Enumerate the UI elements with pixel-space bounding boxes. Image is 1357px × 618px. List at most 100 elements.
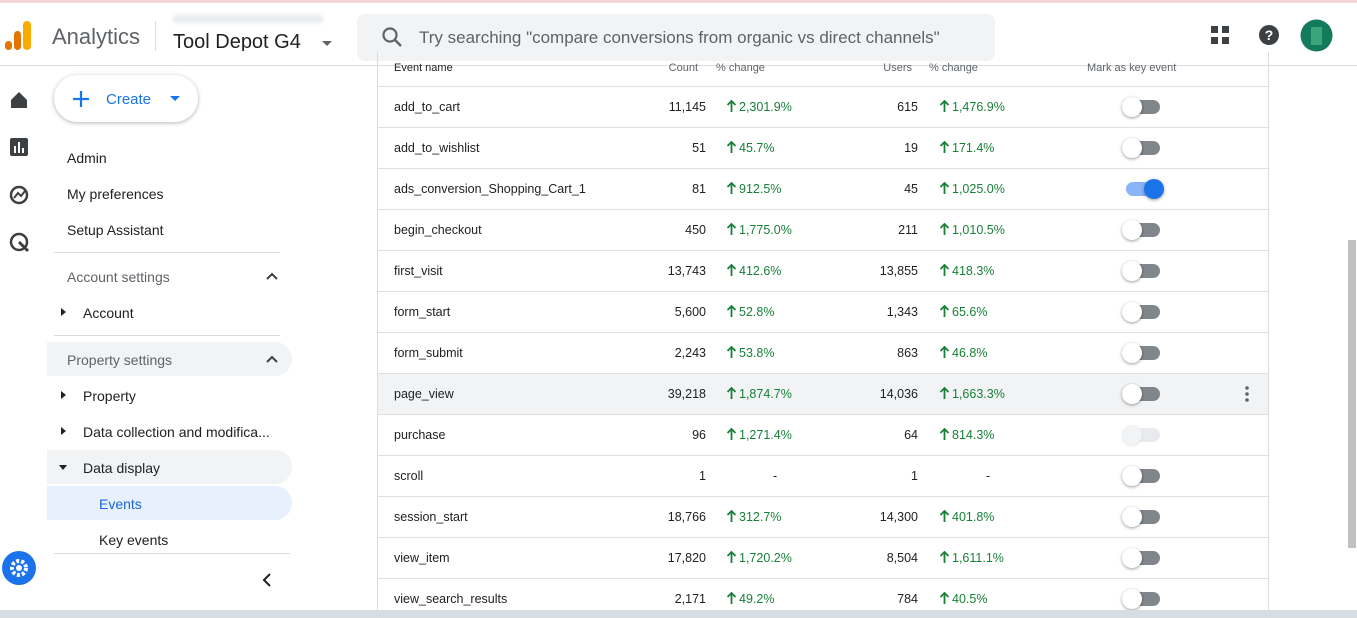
- column-header[interactable]: % change: [929, 62, 978, 74]
- key-event-toggle[interactable]: [1122, 589, 1160, 609]
- avatar[interactable]: [1300, 19, 1333, 52]
- change-text: 46.8%: [952, 346, 988, 360]
- key-event-toggle[interactable]: [1126, 179, 1164, 199]
- key-event-toggle[interactable]: [1122, 384, 1160, 404]
- table-row[interactable]: form_start 5,600 52.8% 1,343 65.6%: [378, 291, 1268, 332]
- event-name: add_to_wishlist: [394, 141, 480, 155]
- percent-change: 49.2%: [726, 591, 774, 606]
- blurred-text: [173, 15, 323, 23]
- percent-change: 1,611.1%: [939, 550, 1004, 565]
- table-row[interactable]: form_submit 2,243 53.8% 863 46.8%: [378, 332, 1268, 373]
- count: 39,218: [667, 387, 706, 401]
- table-row[interactable]: begin_checkout 450 1,775.0% 211 1,010.5%: [378, 209, 1268, 250]
- percent-change: 401.8%: [939, 509, 994, 524]
- toggle-knob: [1122, 97, 1142, 117]
- divider: [54, 252, 280, 253]
- help-icon[interactable]: ?: [1258, 24, 1280, 46]
- table-row[interactable]: page_view 39,218 1,874.7% 14,036 1,663.3%: [378, 373, 1268, 414]
- change-text: 1,775.0%: [739, 223, 792, 237]
- column-header[interactable]: Event name: [394, 62, 453, 74]
- apps-icon[interactable]: [1211, 26, 1231, 46]
- table-row[interactable]: ads_conversion_Shopping_Cart_1 81 912.5% 45…: [378, 168, 1268, 209]
- column-header[interactable]: Count: [668, 62, 698, 74]
- table-row[interactable]: first_visit 13,743 412.6% 13,855 418.3%: [378, 250, 1268, 291]
- change-text: 1,010.5%: [952, 223, 1005, 237]
- search-bar[interactable]: Try searching "compare conversions from …: [357, 14, 995, 61]
- users: 211: [898, 223, 918, 237]
- column-header[interactable]: % change: [716, 62, 765, 74]
- toggle-knob: [1122, 548, 1142, 568]
- change-text: 418.3%: [952, 264, 995, 278]
- toggle-knob: [1122, 425, 1142, 445]
- toggle-knob: [1122, 261, 1142, 281]
- account-picker[interactable]: Tool Depot G4: [173, 31, 301, 51]
- percent-change: 2,301.9%: [726, 99, 792, 114]
- nav-item[interactable]: Admin: [67, 150, 107, 166]
- key-event-toggle[interactable]: [1122, 97, 1160, 117]
- events-table: Event name Count % change Users % change Mark…: [377, 52, 1269, 618]
- nav-item[interactable]: Account: [83, 305, 134, 321]
- count: 5,600: [674, 305, 706, 319]
- change-text: 412.6%: [739, 264, 782, 278]
- collapse-button[interactable]: [262, 573, 272, 587]
- table-row[interactable]: scroll 1 - 1 -: [378, 455, 1268, 496]
- toggle-knob: [1144, 179, 1164, 199]
- key-event-toggle[interactable]: [1122, 138, 1160, 158]
- table-row[interactable]: session_start 18,766 312.7% 14,300 401.8%: [378, 496, 1268, 537]
- key-event-toggle[interactable]: [1122, 343, 1160, 363]
- percent-change: 46.8%: [939, 345, 988, 360]
- section-title[interactable]: Property settings: [67, 352, 173, 368]
- event-name: scroll: [394, 469, 424, 483]
- users: 1,343: [886, 305, 918, 319]
- count: 17,820: [667, 551, 706, 565]
- percent-change: 1,271.4%: [726, 427, 792, 442]
- nav-item[interactable]: Setup Assistant: [67, 222, 164, 238]
- users: 863: [897, 346, 918, 360]
- table-row[interactable]: add_to_cart 11,145 2,301.9% 615 1,476.9%: [378, 86, 1268, 127]
- change-text: 52.8%: [739, 305, 775, 319]
- logo: [5, 21, 31, 50]
- table-row[interactable]: add_to_wishlist 51 45.7% 19 171.4%: [378, 127, 1268, 168]
- key-event-toggle[interactable]: [1122, 466, 1160, 486]
- row-menu[interactable]: [1245, 386, 1249, 405]
- users: 615: [897, 100, 918, 114]
- users: 8,504: [886, 551, 918, 565]
- search-placeholder: Try searching "compare conversions from …: [419, 28, 940, 47]
- users: 14,036: [879, 387, 918, 401]
- percent-change: 418.3%: [939, 263, 995, 278]
- change-text: 45.7%: [739, 141, 775, 155]
- key-event-toggle[interactable]: [1122, 507, 1160, 527]
- event-name: view_item: [394, 551, 450, 565]
- percent-change: -: [773, 469, 777, 483]
- key-event-toggle[interactable]: [1122, 302, 1160, 322]
- create-button[interactable]: Create: [54, 75, 198, 122]
- app-name: Analytics: [52, 24, 141, 49]
- event-name: begin_checkout: [394, 223, 482, 237]
- column-header[interactable]: Users: [883, 62, 912, 74]
- key-event-toggle[interactable]: [1122, 220, 1160, 240]
- event-name: page_view: [394, 387, 454, 401]
- key-event-toggle[interactable]: [1122, 548, 1160, 568]
- nav-sub-item[interactable]: Key events: [99, 532, 169, 548]
- nav-item[interactable]: My preferences: [67, 186, 164, 202]
- change-text: 1,025.0%: [952, 182, 1005, 196]
- selected-bg: [47, 486, 292, 520]
- users: 64: [904, 428, 918, 442]
- nav-sub-item[interactable]: Events: [99, 496, 142, 512]
- nav-item[interactable]: Data display: [83, 460, 161, 476]
- section-title[interactable]: Account settings: [67, 269, 170, 285]
- nav-item[interactable]: Data collection and modifica...: [83, 424, 270, 440]
- count: 1: [699, 469, 706, 483]
- percent-change: 814.3%: [939, 427, 994, 442]
- change-text: 1,476.9%: [952, 100, 1005, 114]
- table-row[interactable]: view_item 17,820 1,720.2% 8,504 1,611.1%: [378, 537, 1268, 578]
- divider: [54, 335, 280, 336]
- nav-item[interactable]: Property: [83, 388, 136, 404]
- key-event-toggle[interactable]: [1122, 261, 1160, 281]
- table-row[interactable]: view_search_results 2,171 49.2% 784 40.5%: [378, 578, 1268, 618]
- event-name: view_search_results: [394, 592, 508, 606]
- percent-change: 1,874.7%: [726, 386, 792, 401]
- change-text: -: [773, 469, 778, 483]
- table-row[interactable]: purchase 96 1,271.4% 64 814.3%: [378, 414, 1268, 455]
